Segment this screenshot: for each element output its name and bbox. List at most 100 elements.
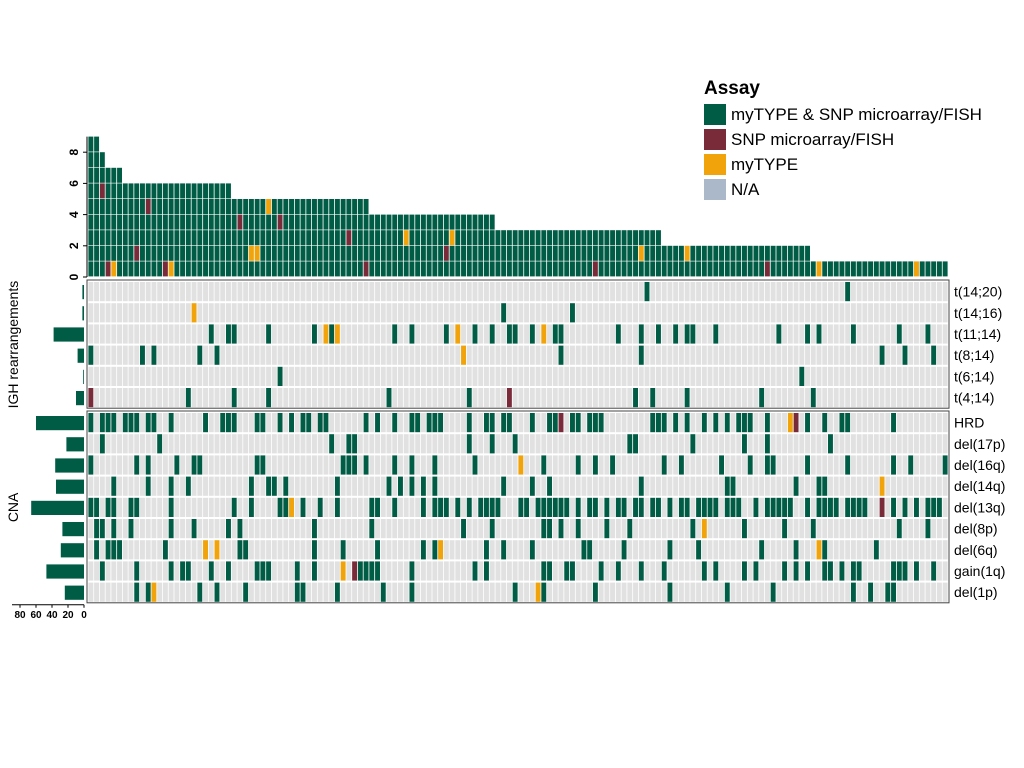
heatmap-cell bbox=[226, 519, 231, 539]
heatmap-cell bbox=[621, 434, 627, 454]
heatmap-cell bbox=[896, 324, 902, 344]
heatmap-cell bbox=[375, 366, 380, 386]
heatmap-cell bbox=[317, 497, 323, 517]
heatmap-cell bbox=[461, 519, 466, 539]
heatmap-cell bbox=[547, 366, 552, 386]
heatmap-cell bbox=[610, 434, 616, 454]
heatmap-cell bbox=[180, 582, 186, 602]
heatmap-cell bbox=[799, 345, 805, 365]
heatmap-cell bbox=[409, 345, 415, 365]
heatmap-cell bbox=[701, 434, 707, 454]
heatmap-cell bbox=[799, 303, 805, 323]
left-bar-plot bbox=[31, 285, 84, 600]
heatmap-cell bbox=[678, 303, 684, 323]
heatmap-cell bbox=[713, 345, 719, 365]
heatmap-cell bbox=[592, 434, 598, 454]
heatmap-cell bbox=[833, 434, 839, 454]
heatmap-cell bbox=[621, 455, 627, 475]
heatmap-cell bbox=[822, 519, 828, 539]
heatmap-cell bbox=[363, 413, 369, 433]
legend: Assay myTYPE & SNP microarray/FISH SNP m… bbox=[704, 78, 982, 202]
heatmap-cell bbox=[793, 455, 799, 475]
heatmap-cell bbox=[615, 388, 621, 408]
heatmap-cell bbox=[323, 519, 329, 539]
heatmap-cell bbox=[673, 476, 679, 496]
heatmap-cell bbox=[822, 476, 828, 496]
top-bar-segment bbox=[547, 245, 552, 261]
top-bar-segment bbox=[111, 261, 117, 277]
top-bar-segment bbox=[157, 245, 163, 261]
heatmap-cell bbox=[208, 345, 214, 365]
top-bar-segment bbox=[782, 261, 788, 277]
heatmap-cell bbox=[713, 455, 719, 475]
heatmap-cell bbox=[403, 388, 409, 408]
heatmap-cell bbox=[340, 345, 346, 365]
top-bar-segment bbox=[489, 245, 495, 261]
heatmap-cell bbox=[770, 455, 776, 475]
heatmap-cell bbox=[850, 476, 856, 496]
heatmap-cell bbox=[678, 497, 684, 517]
heatmap-cell bbox=[162, 497, 168, 517]
heatmap-cell bbox=[461, 497, 466, 517]
heatmap-cell bbox=[931, 324, 937, 344]
heatmap-cell bbox=[661, 324, 667, 344]
heatmap-cell bbox=[254, 561, 260, 581]
heatmap-cell bbox=[885, 366, 891, 386]
top-bar-segment bbox=[610, 261, 616, 277]
top-bar-segment bbox=[466, 261, 472, 277]
top-bar-segment bbox=[386, 261, 392, 277]
heatmap-cell bbox=[707, 303, 713, 323]
heatmap-cell bbox=[719, 561, 724, 581]
top-bar-segment bbox=[346, 230, 352, 246]
heatmap-cell bbox=[833, 303, 839, 323]
heatmap-cell bbox=[317, 388, 323, 408]
heatmap-cell bbox=[535, 366, 541, 386]
heatmap-cell bbox=[828, 561, 833, 581]
heatmap-cell bbox=[581, 455, 587, 475]
heatmap-cell bbox=[392, 434, 398, 454]
heatmap-cell bbox=[140, 366, 145, 386]
heatmap-cell bbox=[575, 388, 581, 408]
heatmap-cell bbox=[535, 497, 541, 517]
heatmap-cell bbox=[334, 497, 340, 517]
heatmap-cell bbox=[191, 455, 197, 475]
heatmap-cell bbox=[908, 434, 914, 454]
heatmap-cell bbox=[243, 413, 249, 433]
heatmap-cell bbox=[610, 476, 616, 496]
heatmap-cell bbox=[575, 303, 581, 323]
heatmap-cell bbox=[151, 476, 157, 496]
heatmap-cell bbox=[753, 476, 759, 496]
heatmap-cell bbox=[237, 345, 243, 365]
heatmap-cell bbox=[489, 540, 495, 560]
top-bar-segment bbox=[203, 214, 208, 230]
heatmap-cell bbox=[472, 282, 478, 302]
heatmap-cell bbox=[105, 282, 111, 302]
heatmap-cell bbox=[203, 455, 208, 475]
heatmap-cell bbox=[512, 345, 518, 365]
heatmap-cell bbox=[713, 561, 719, 581]
left-bar bbox=[46, 564, 84, 579]
heatmap-cell bbox=[346, 582, 352, 602]
top-bar-segment bbox=[334, 199, 340, 214]
heatmap-cell bbox=[409, 434, 415, 454]
heatmap-cell bbox=[277, 345, 283, 365]
heatmap-cell bbox=[197, 455, 203, 475]
heatmap-cell bbox=[587, 561, 593, 581]
heatmap-cell bbox=[678, 324, 684, 344]
heatmap-cell bbox=[162, 366, 168, 386]
heatmap-cell bbox=[799, 366, 805, 386]
heatmap-cell bbox=[226, 497, 231, 517]
heatmap-cell bbox=[357, 497, 363, 517]
heatmap-cell bbox=[357, 540, 363, 560]
heatmap-cell bbox=[879, 303, 885, 323]
top-bar-segment bbox=[122, 214, 128, 230]
top-bar-segment bbox=[713, 245, 719, 261]
heatmap-cell bbox=[375, 540, 380, 560]
heatmap-cell bbox=[300, 455, 306, 475]
heatmap-cell bbox=[438, 324, 444, 344]
heatmap-cell bbox=[180, 345, 186, 365]
heatmap-cell bbox=[478, 366, 484, 386]
heatmap-cell bbox=[759, 282, 765, 302]
heatmap-cell bbox=[753, 540, 759, 560]
heatmap-cell bbox=[191, 582, 197, 602]
